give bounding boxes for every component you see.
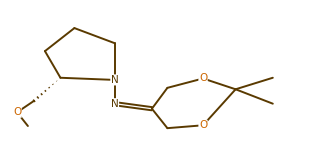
Text: O: O — [13, 107, 21, 117]
Text: O: O — [199, 120, 207, 130]
Text: N: N — [111, 99, 118, 109]
Text: N: N — [111, 75, 118, 85]
Text: O: O — [199, 73, 207, 84]
